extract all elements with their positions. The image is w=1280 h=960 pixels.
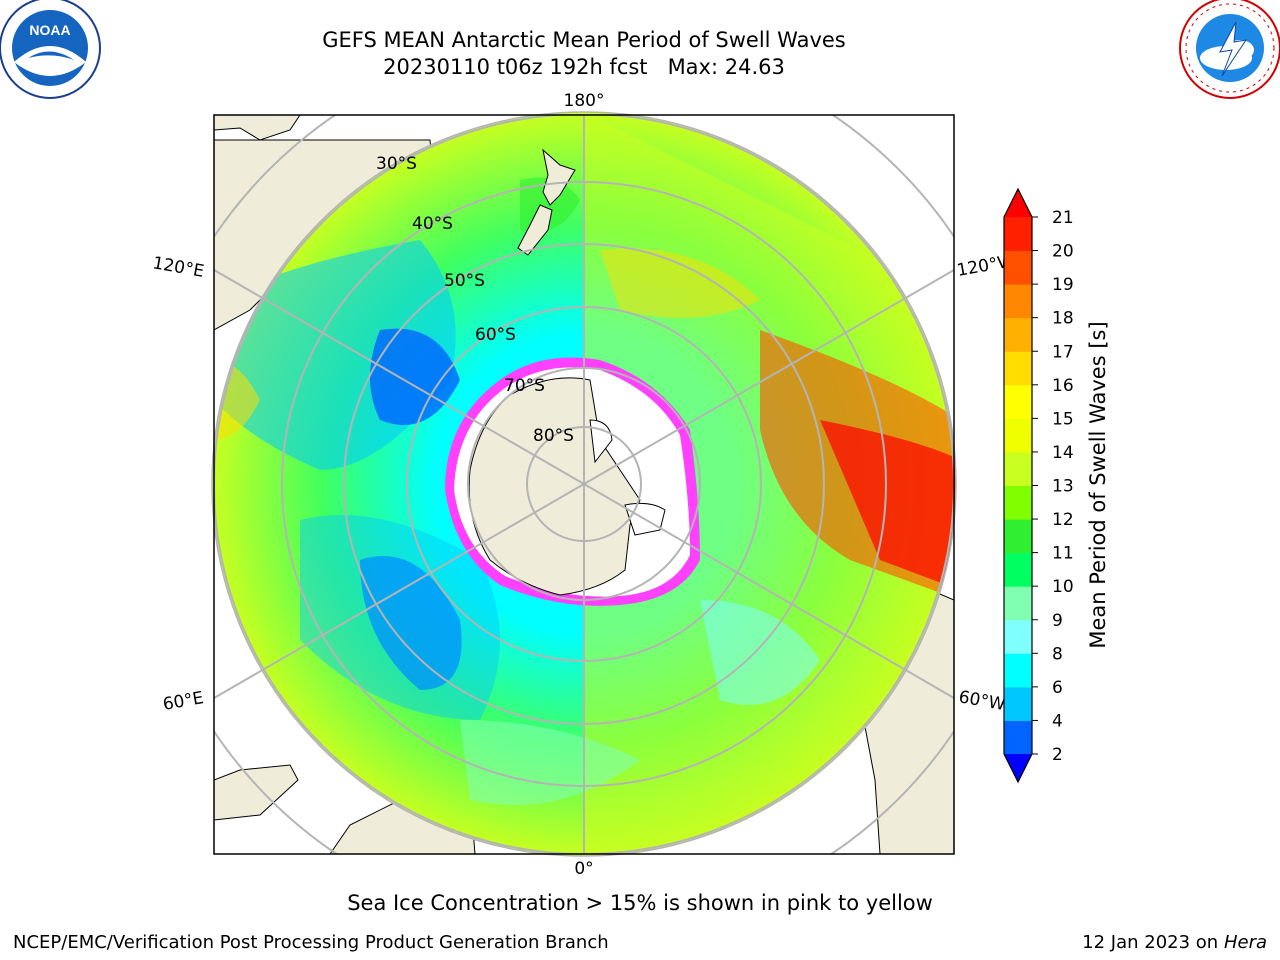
nws-logo: [1179, 0, 1280, 99]
colorbar-tick-label: 10: [1052, 577, 1074, 597]
chart-title: GEFS MEAN Antarctic Mean Period of Swell…: [322, 28, 846, 52]
colorbar-tick-label: 15: [1052, 409, 1074, 429]
noaa-logo: NOAA: [0, 0, 101, 99]
sea-ice-caption: Sea Ice Concentration > 15% is shown in …: [347, 891, 933, 915]
lon-label-120e: 120°E: [151, 253, 205, 282]
colorbar-band: [1004, 418, 1032, 453]
colorbar-band: [1004, 552, 1032, 587]
colorbar: 2 4 6 8 9 10 11 12 13 14 15 16 17 18 19 20 21: [1003, 187, 1074, 784]
colorbar-tick-label: 2: [1052, 745, 1063, 765]
footer-date: 12 Jan 2023 on Hera: [1082, 932, 1267, 953]
noaa-logo-text: NOAA: [29, 22, 70, 38]
footer-machine: Hera: [1223, 932, 1267, 953]
lon-label-0: 0°: [574, 859, 593, 879]
colorbar-tick-label: 17: [1052, 342, 1074, 362]
colorbar-tick-label: 20: [1052, 242, 1074, 262]
colorbar-band: [1004, 217, 1032, 252]
colorbar-min-arrow: [1004, 754, 1032, 782]
footer-date-text: 12 Jan 2023 on: [1082, 932, 1224, 953]
lat-label-30s: 30°S: [376, 154, 417, 174]
colorbar-band: [1004, 586, 1032, 621]
lon-label-60w: 60°W: [957, 687, 1007, 715]
colorbar-tick-label: 14: [1052, 443, 1074, 463]
colorbar-band: [1004, 250, 1032, 285]
map-frame: [213, 114, 955, 855]
colorbar-tick-label: 21: [1052, 208, 1074, 228]
footer-credit: NCEP/EMC/Verification Post Processing Pr…: [13, 932, 609, 953]
colorbar-band: [1004, 284, 1032, 319]
colorbar-label: Mean Period of Swell Waves [s]: [1086, 321, 1110, 648]
lon-label-60e: 60°E: [161, 688, 205, 715]
colorbar-max-arrow: [1004, 189, 1032, 217]
lon-label-180: 180°: [564, 91, 605, 111]
colorbar-tick-label: 4: [1052, 711, 1063, 731]
colorbar-tick-label: 16: [1052, 376, 1074, 396]
lat-label-50s: 50°S: [444, 271, 485, 291]
colorbar-tick-label: 18: [1052, 309, 1074, 329]
colorbar-band: [1004, 351, 1032, 386]
colorbar-tick-label: 11: [1052, 544, 1074, 564]
colorbar-band: [1004, 686, 1032, 721]
colorbar-tick-label: 13: [1052, 477, 1074, 497]
colorbar-tick-label: 8: [1052, 644, 1063, 664]
colorbar-band: [1004, 451, 1032, 486]
colorbar-band: [1004, 485, 1032, 520]
lat-label-70s: 70°S: [504, 376, 545, 396]
lat-label-80s: 80°S: [533, 426, 574, 446]
lat-label-60s: 60°S: [475, 325, 516, 345]
lat-label-40s: 40°S: [412, 214, 453, 234]
chart-subtitle: 20230110 t06z 192h fcst Max: 24.63: [383, 55, 785, 79]
colorbar-band: [1004, 619, 1032, 654]
colorbar-tick-label: 12: [1052, 510, 1074, 530]
colorbar-band: [1004, 519, 1032, 554]
colorbar-band: [1004, 384, 1032, 419]
colorbar-tick-label: 19: [1052, 275, 1074, 295]
colorbar-band: [1004, 653, 1032, 688]
colorbar-tick-label: 6: [1052, 678, 1063, 698]
colorbar-band: [1004, 720, 1032, 755]
graticule: [214, 115, 954, 854]
colorbar-tick-label: 9: [1052, 611, 1063, 631]
colorbar-band: [1004, 317, 1032, 352]
